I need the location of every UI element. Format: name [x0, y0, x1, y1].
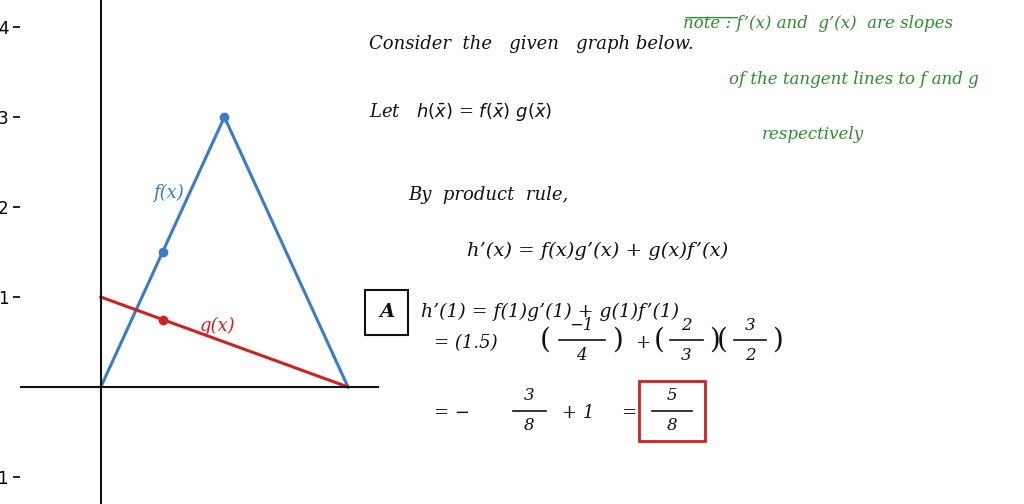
- Text: of the tangent lines to f and g: of the tangent lines to f and g: [729, 71, 979, 88]
- Text: Let   $h(\bar{x})$ = $f(\bar{x})$ $g(\bar{x})$: Let $h(\bar{x})$ = $f(\bar{x})$ $g(\bar{…: [369, 101, 552, 123]
- Text: ): ): [612, 327, 624, 354]
- Text: (: (: [653, 327, 665, 354]
- Text: A: A: [380, 303, 394, 322]
- FancyBboxPatch shape: [366, 290, 408, 335]
- Text: + 1: + 1: [562, 404, 594, 422]
- Text: 3: 3: [681, 347, 692, 364]
- Text: 8: 8: [667, 417, 678, 434]
- Text: respectively: respectively: [762, 126, 864, 143]
- Text: (: (: [717, 327, 728, 354]
- Text: ): ): [709, 327, 720, 354]
- Text: 3: 3: [524, 387, 535, 404]
- Text: = (1.5): = (1.5): [434, 334, 498, 352]
- Text: =: =: [621, 404, 636, 422]
- Text: 2: 2: [681, 317, 692, 334]
- Text: Consider  the   given   graph below.: Consider the given graph below.: [369, 35, 693, 53]
- Text: g(x): g(x): [200, 317, 236, 335]
- Text: 8: 8: [524, 417, 535, 434]
- Text: = −: = −: [434, 404, 470, 422]
- Text: 4: 4: [577, 347, 587, 364]
- FancyBboxPatch shape: [639, 381, 705, 441]
- Text: (: (: [540, 327, 551, 354]
- Text: ): ): [772, 327, 783, 354]
- Text: +: +: [636, 334, 657, 352]
- Text: f(x): f(x): [154, 184, 184, 202]
- Text: 2: 2: [744, 347, 756, 364]
- Text: h’(1) = f(1)g’(1) + g(1)f’(1): h’(1) = f(1)g’(1) + g(1)f’(1): [421, 302, 679, 321]
- Text: 5: 5: [667, 387, 678, 404]
- Text: By  product  rule,: By product rule,: [408, 186, 568, 205]
- Text: note : f’(x) and  g’(x)  are slopes: note : f’(x) and g’(x) are slopes: [683, 15, 953, 32]
- Text: −1: −1: [569, 317, 594, 334]
- Text: 3: 3: [744, 317, 756, 334]
- Text: h’(x) = f(x)g’(x) + g(x)f’(x): h’(x) = f(x)g’(x) + g(x)f’(x): [467, 242, 728, 260]
